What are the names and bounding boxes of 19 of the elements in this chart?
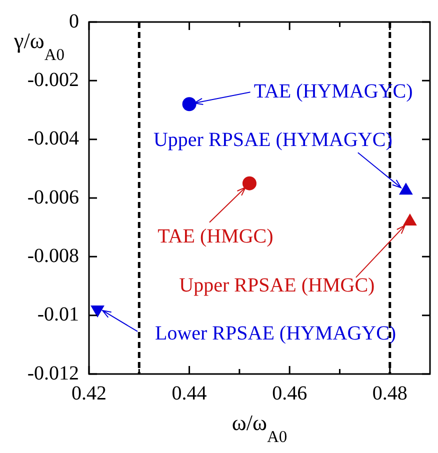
x-tick-label: 0.46 bbox=[272, 382, 308, 404]
x-tick-label: 0.42 bbox=[72, 382, 106, 404]
y-tick-label: -0.002 bbox=[27, 68, 79, 91]
x-tick-label: 0.44 bbox=[172, 382, 207, 404]
y-tick-label: -0.008 bbox=[27, 244, 79, 267]
annotation: TAE (HMGC) bbox=[158, 226, 274, 248]
annotation: Lower RPSAE (HYMAGYC) bbox=[154, 322, 396, 345]
y-tick-label: 0 bbox=[69, 10, 79, 32]
annotation: Upper RPSAE (HYMAGYC) bbox=[153, 128, 392, 151]
annotation: TAE (HYMAGYC) bbox=[254, 80, 413, 102]
x-tick-label: 0.48 bbox=[372, 382, 408, 404]
point bbox=[242, 176, 256, 190]
point bbox=[90, 305, 104, 318]
y-tick-label: -0.012 bbox=[27, 362, 79, 384]
point bbox=[182, 97, 196, 112]
y-tick-label: -0.004 bbox=[27, 128, 79, 150]
annotation: Upper RPSAE (HMGC) bbox=[179, 274, 375, 297]
y-tick-label: -0.01 bbox=[37, 304, 79, 326]
y-tick-label: -0.006 bbox=[27, 186, 79, 208]
